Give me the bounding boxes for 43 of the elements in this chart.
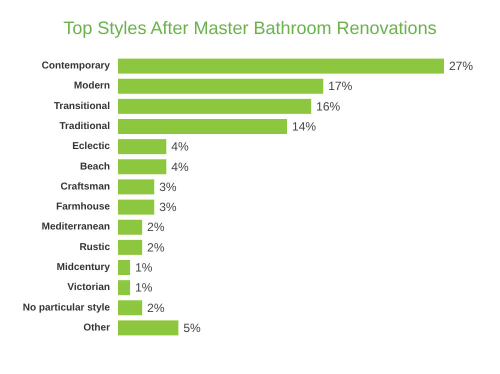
bar bbox=[118, 200, 154, 215]
y-tick-label: Rustic bbox=[79, 242, 110, 253]
y-tick-label: Eclectic bbox=[72, 141, 110, 152]
data-label: 5% bbox=[183, 320, 202, 335]
bar bbox=[118, 300, 142, 316]
bar bbox=[118, 58, 444, 74]
chart-title: Top Styles After Master Bathroom Renovations bbox=[63, 18, 437, 38]
y-tick-label: Victorian bbox=[67, 282, 110, 294]
y-tick-label: Midcentury bbox=[56, 262, 110, 273]
data-label: 1% bbox=[135, 260, 153, 274]
bar bbox=[118, 240, 142, 255]
data-label: 27% bbox=[449, 59, 474, 74]
data-label: 2% bbox=[147, 300, 165, 315]
data-label: 17% bbox=[328, 79, 353, 94]
y-tick-label: Transitional bbox=[54, 100, 110, 112]
bar bbox=[118, 220, 142, 235]
data-label: 3% bbox=[159, 180, 177, 194]
bar bbox=[118, 78, 324, 94]
data-label: 2% bbox=[147, 220, 165, 234]
data-label: 3% bbox=[159, 200, 177, 214]
data-label: 2% bbox=[147, 240, 165, 254]
y-tick-label: Beach bbox=[80, 161, 110, 172]
bar bbox=[118, 179, 154, 194]
bar bbox=[118, 320, 178, 336]
bar bbox=[118, 98, 312, 114]
bar bbox=[118, 139, 166, 154]
data-label: 4% bbox=[171, 140, 189, 154]
y-tick-label: Traditional bbox=[59, 121, 110, 132]
y-tick-label: Craftsman bbox=[60, 181, 110, 192]
bar bbox=[118, 119, 288, 134]
y-tick-label: Other bbox=[83, 322, 110, 334]
bar bbox=[118, 159, 166, 174]
y-tick-label: No particular style bbox=[22, 302, 110, 314]
y-tick-label: Mediterranean bbox=[42, 222, 110, 233]
y-tick-label: Contemporary bbox=[42, 60, 110, 72]
y-tick-label: Modern bbox=[74, 80, 110, 92]
data-label: 1% bbox=[135, 280, 153, 295]
data-label: 14% bbox=[292, 120, 316, 134]
data-label: 4% bbox=[171, 160, 189, 174]
bar bbox=[118, 280, 130, 296]
bar bbox=[118, 260, 130, 275]
y-tick-label: Farmhouse bbox=[56, 202, 110, 213]
data-label: 16% bbox=[316, 99, 341, 114]
